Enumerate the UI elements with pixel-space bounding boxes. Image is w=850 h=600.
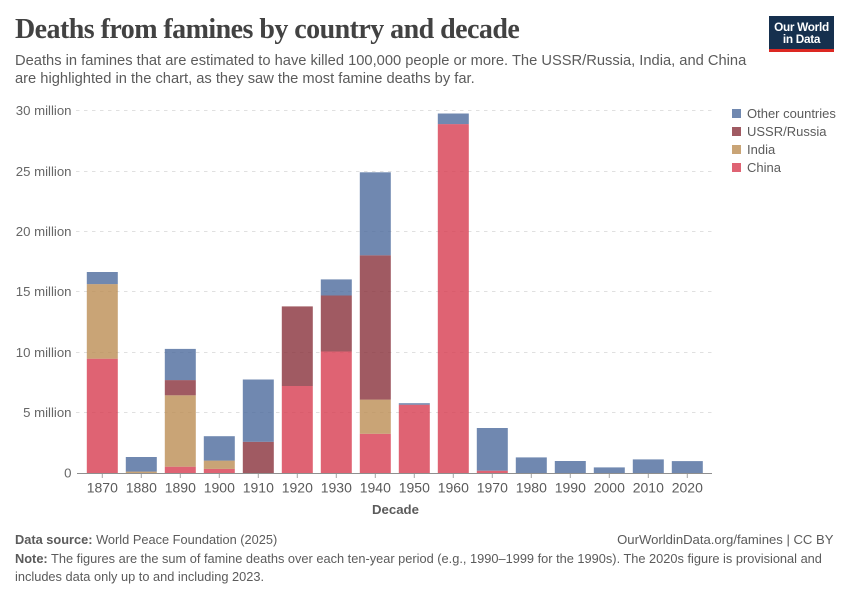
- svg-text:1940: 1940: [360, 479, 391, 495]
- svg-text:25 million: 25 million: [16, 164, 72, 179]
- svg-text:5 million: 5 million: [23, 405, 71, 420]
- svg-text:1890: 1890: [165, 479, 196, 495]
- svg-text:1920: 1920: [282, 479, 313, 495]
- svg-text:1930: 1930: [321, 479, 352, 495]
- svg-text:1950: 1950: [399, 479, 430, 495]
- svg-text:20 million: 20 million: [16, 224, 72, 239]
- svg-text:30 million: 30 million: [16, 103, 72, 118]
- svg-text:2010: 2010: [633, 479, 664, 495]
- svg-text:Decade: Decade: [372, 502, 419, 517]
- svg-text:1990: 1990: [555, 479, 586, 495]
- svg-text:10 million: 10 million: [16, 345, 72, 360]
- svg-text:1960: 1960: [438, 479, 469, 495]
- svg-text:1980: 1980: [516, 479, 547, 495]
- svg-text:1970: 1970: [477, 479, 508, 495]
- svg-text:1870: 1870: [87, 479, 118, 495]
- svg-text:1880: 1880: [126, 479, 157, 495]
- svg-text:1910: 1910: [243, 479, 274, 495]
- svg-text:2020: 2020: [672, 479, 703, 495]
- svg-text:2000: 2000: [594, 479, 625, 495]
- svg-text:0: 0: [64, 466, 71, 481]
- svg-text:15 million: 15 million: [16, 284, 72, 299]
- svg-text:1900: 1900: [204, 479, 235, 495]
